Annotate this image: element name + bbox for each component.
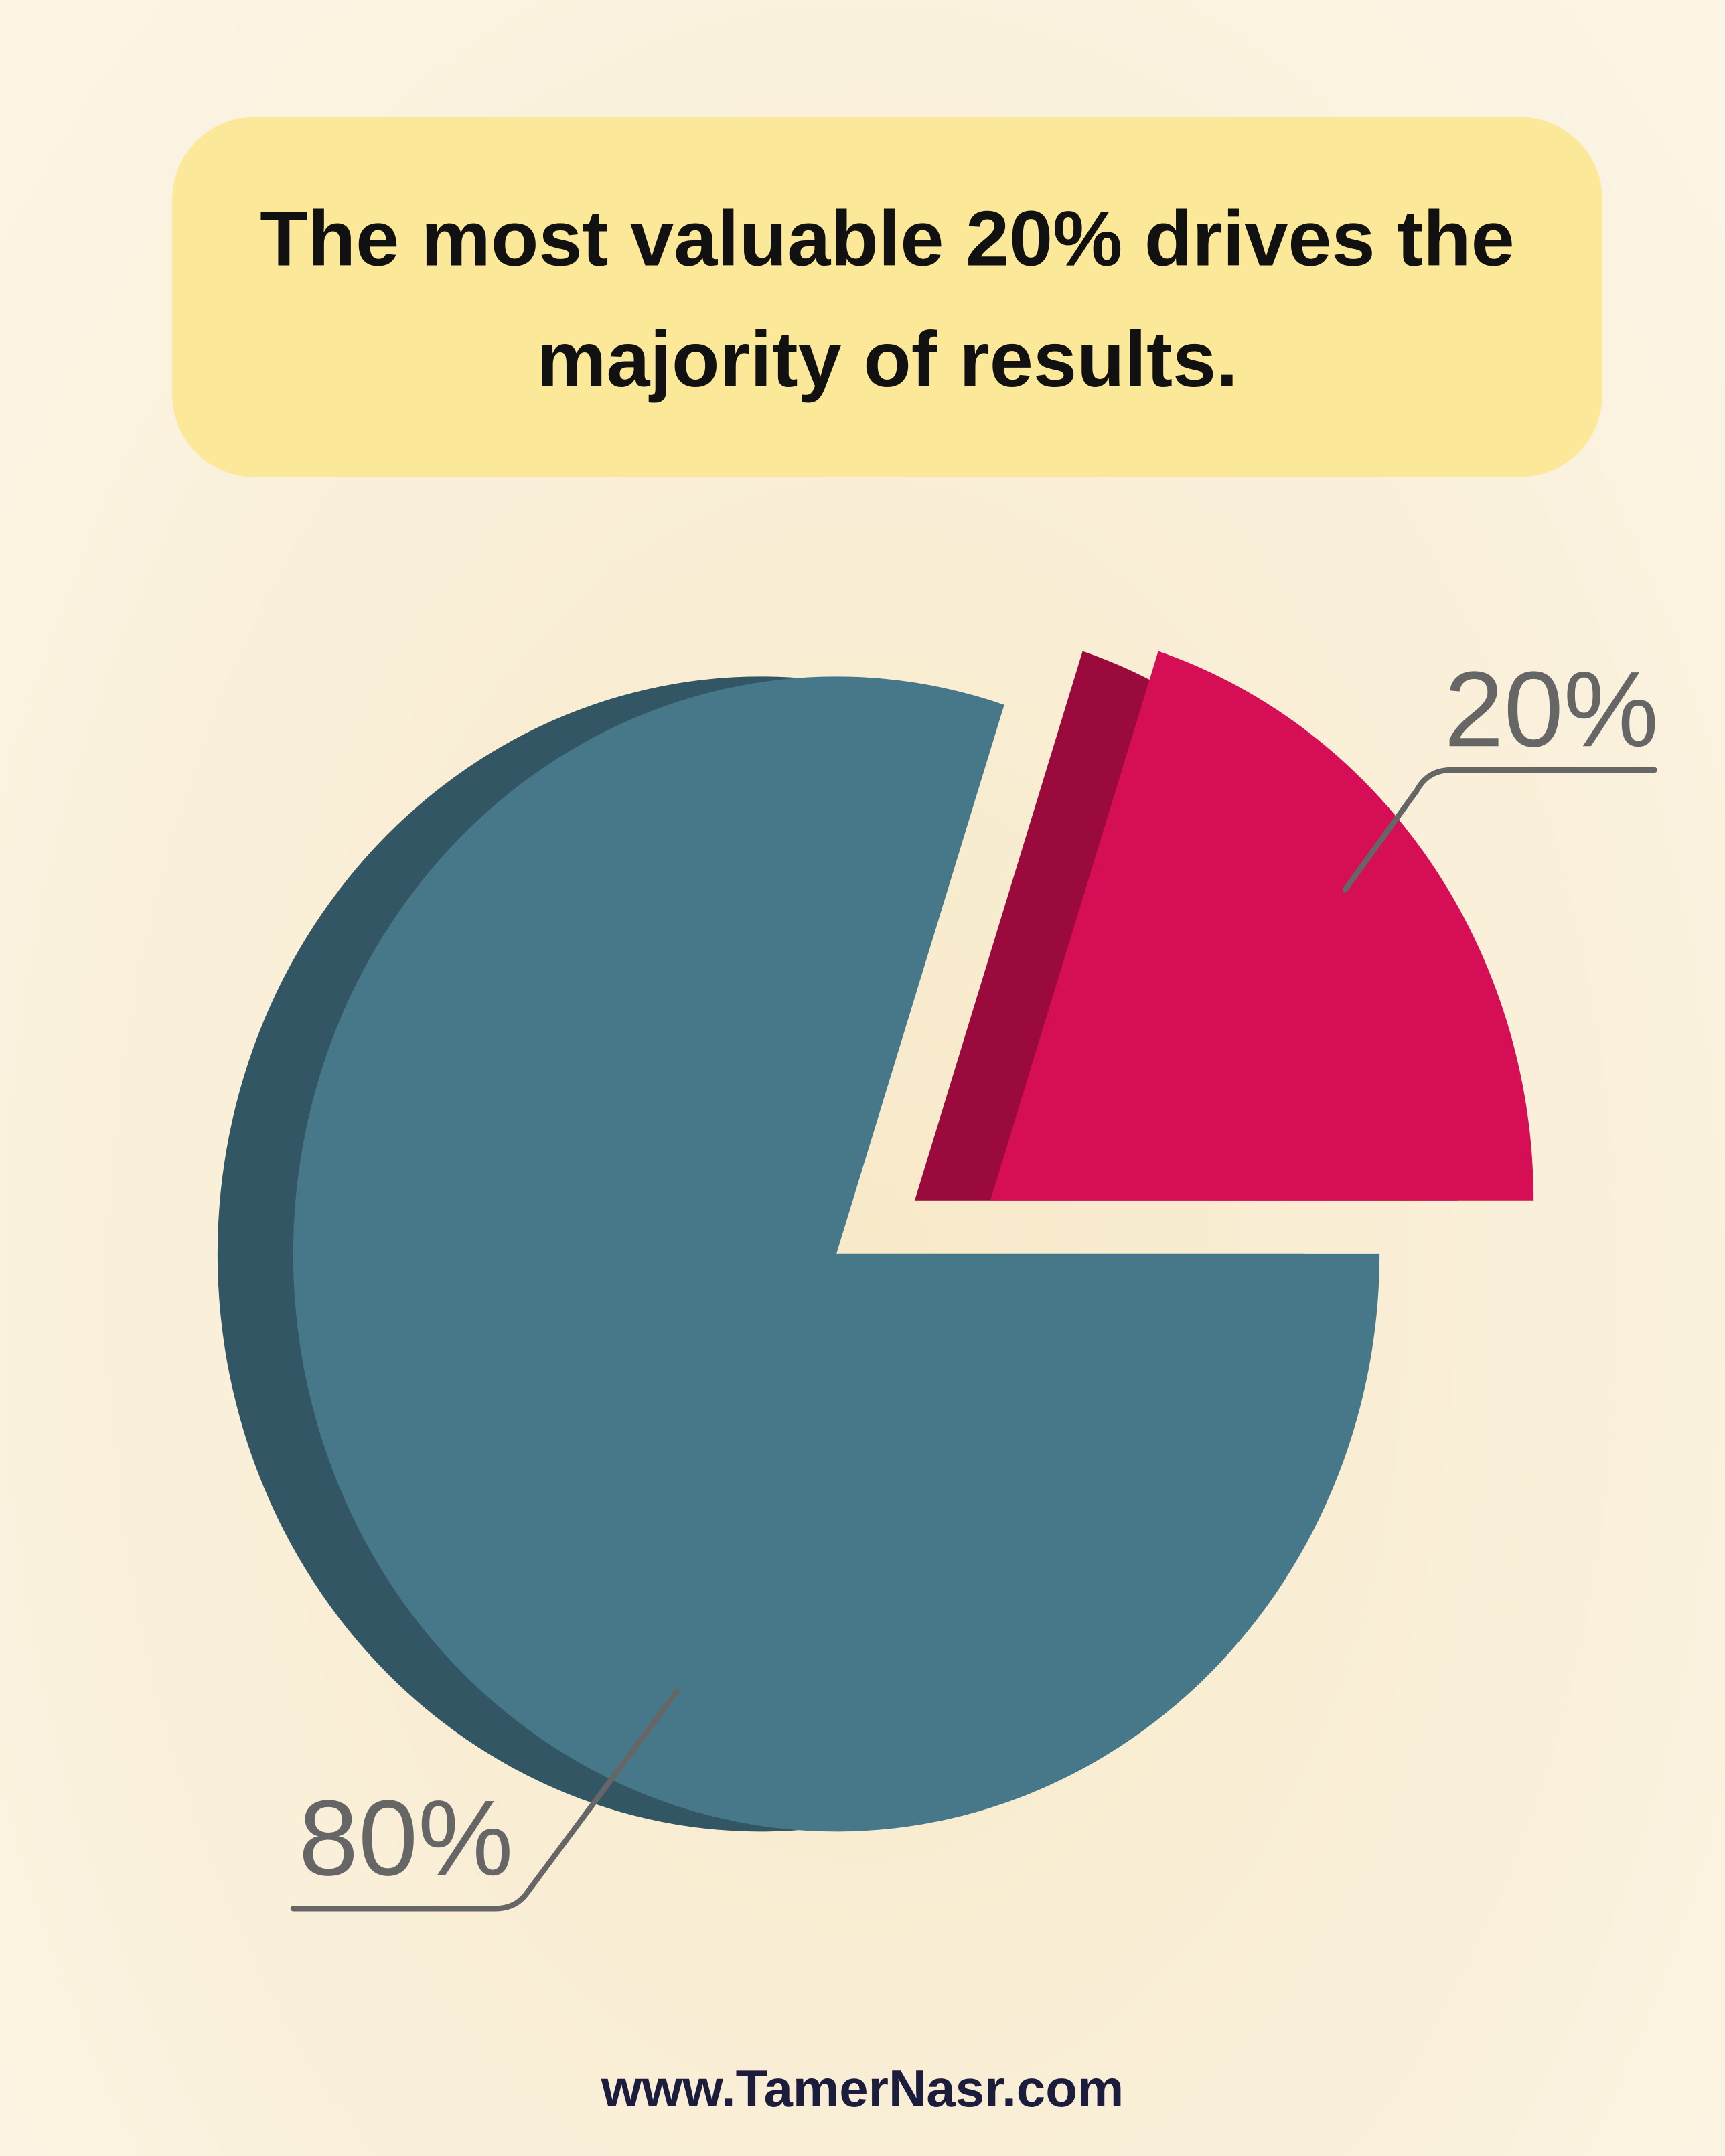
slice <box>293 676 1380 1832</box>
title-box <box>172 117 1602 477</box>
labels: 20% 80% <box>290 649 1659 1912</box>
slice-group <box>915 651 1534 1201</box>
leader-line <box>290 1688 680 1912</box>
data-label: 20% <box>1444 649 1659 769</box>
data-label: 80% <box>299 1778 514 1898</box>
footer: www.TamerNasr.com <box>601 2059 1124 2118</box>
slice-group <box>217 676 1380 1832</box>
chart-title: The most valuable 20% drives the majorit… <box>260 195 1515 404</box>
title-wrap: The most valuable 20% drives the majorit… <box>260 195 1515 404</box>
slice <box>990 651 1534 1201</box>
leader-line <box>1342 767 1657 893</box>
pie <box>217 651 1534 1832</box>
